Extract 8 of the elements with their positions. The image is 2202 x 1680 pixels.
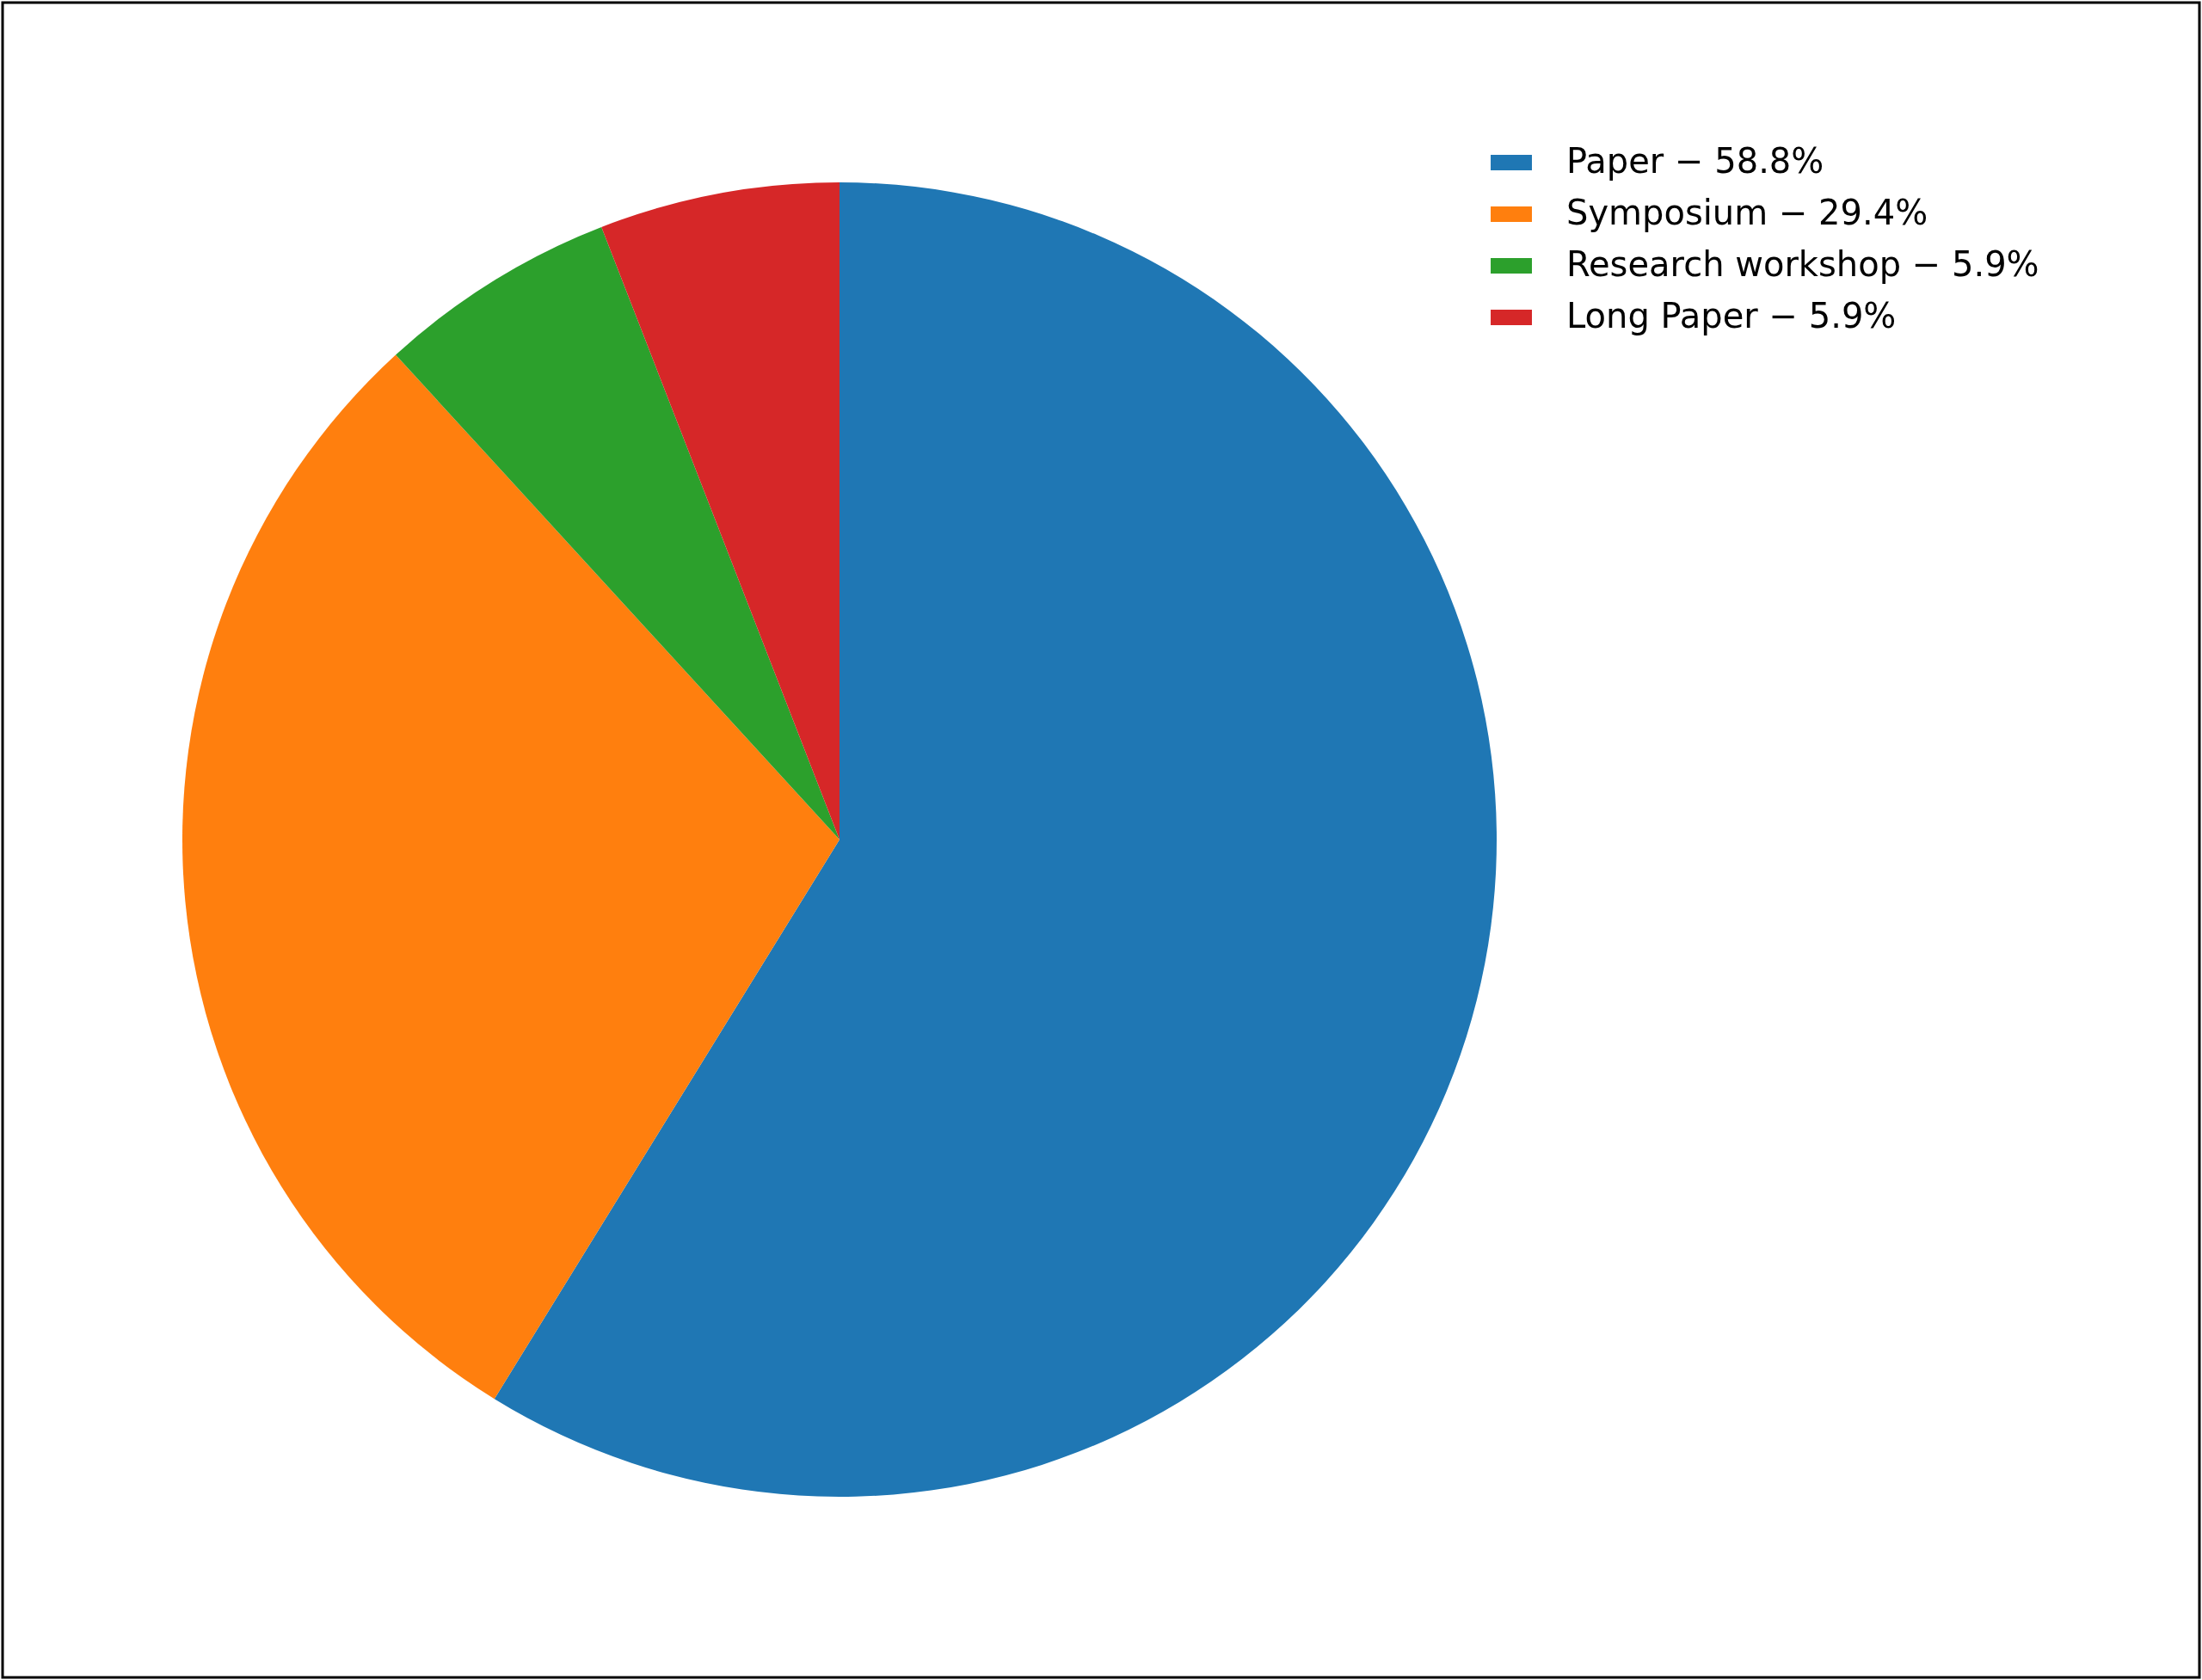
- legend-label: Long Paper − 5.9%: [1566, 296, 1897, 335]
- legend-label: Research workshop − 5.9%: [1566, 244, 2039, 284]
- legend-label: Symposium − 29.4%: [1566, 193, 1928, 232]
- legend-label: Paper − 58.8%: [1566, 141, 1824, 181]
- pie-slice: [182, 354, 840, 1400]
- pie-slice: [396, 226, 840, 840]
- pie-slice: [494, 182, 1497, 1497]
- pie-slice: [601, 182, 840, 840]
